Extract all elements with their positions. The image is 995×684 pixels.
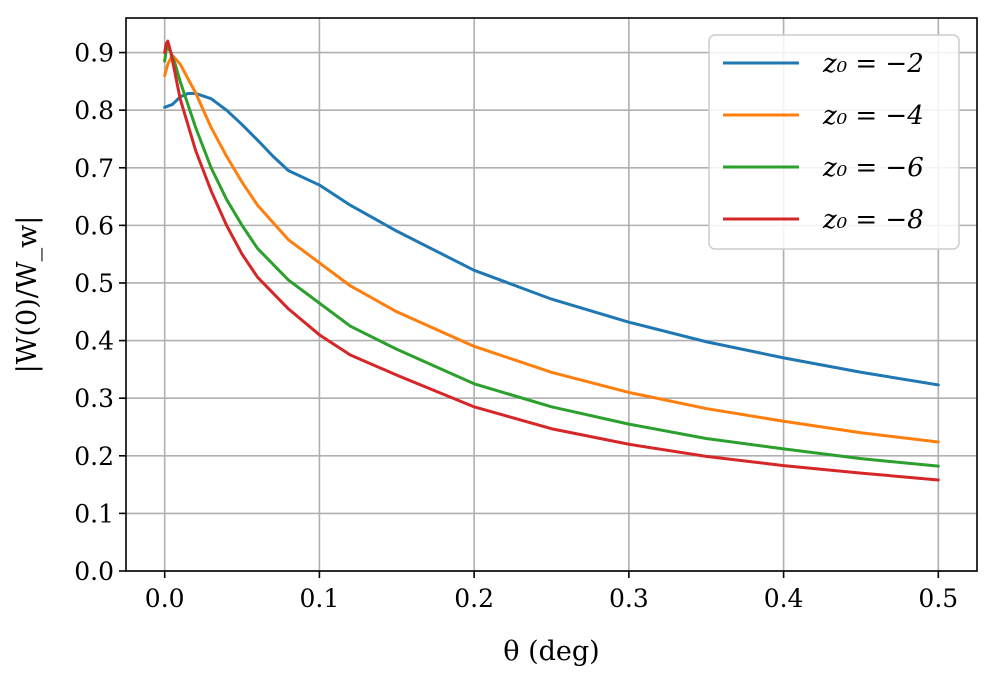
x-tick-label: 0.3 <box>609 584 649 613</box>
legend-label-3: z₀ = −6 <box>822 153 924 183</box>
legend-box <box>708 34 960 250</box>
series-lines <box>163 39 940 482</box>
y-tick-label: 0.4 <box>74 327 114 356</box>
series-line-1 <box>163 91 940 387</box>
y-tick-label: 0.7 <box>74 154 114 183</box>
y-tick-label: 0.9 <box>74 39 114 68</box>
axis-ticks: 0.0 0.1 0.2 0.3 0.4 0.5 0.0 0.1 0.2 0.3 0.4 0.5 0.6 0… <box>74 39 958 613</box>
series-line-4 <box>163 39 940 482</box>
legend-label-2: z₀ = −4 <box>822 101 924 131</box>
y-tick-label: 0.1 <box>74 499 114 528</box>
x-tick-label: 0.5 <box>918 584 958 613</box>
y-tick-label: 0.8 <box>74 96 114 125</box>
legend: z₀ = −2 z₀ = −4 z₀ = −6 z₀ = −8 <box>708 34 960 250</box>
x-tick-label: 0.2 <box>454 584 494 613</box>
y-axis-label: |W(0)/W_w| <box>12 216 43 374</box>
legend-label-1: z₀ = −2 <box>822 49 924 79</box>
x-tick-label: 0.1 <box>300 584 340 613</box>
series-line-2 <box>163 53 940 444</box>
y-tick-label: 0.2 <box>74 442 114 471</box>
y-tick-label: 0.0 <box>74 557 114 586</box>
y-tick-label: 0.5 <box>74 269 114 298</box>
x-tick-label: 0.0 <box>145 584 185 613</box>
legend-label-4: z₀ = −8 <box>822 205 924 235</box>
legend-entries: z₀ = −2 z₀ = −4 z₀ = −6 z₀ = −8 <box>723 49 924 235</box>
plot-frame <box>125 17 978 572</box>
y-tick-label: 0.6 <box>74 211 114 240</box>
grid <box>126 18 977 572</box>
x-tick-label: 0.4 <box>764 584 804 613</box>
x-axis-label: θ (deg) <box>503 636 599 667</box>
y-tick-label: 0.3 <box>74 384 114 413</box>
